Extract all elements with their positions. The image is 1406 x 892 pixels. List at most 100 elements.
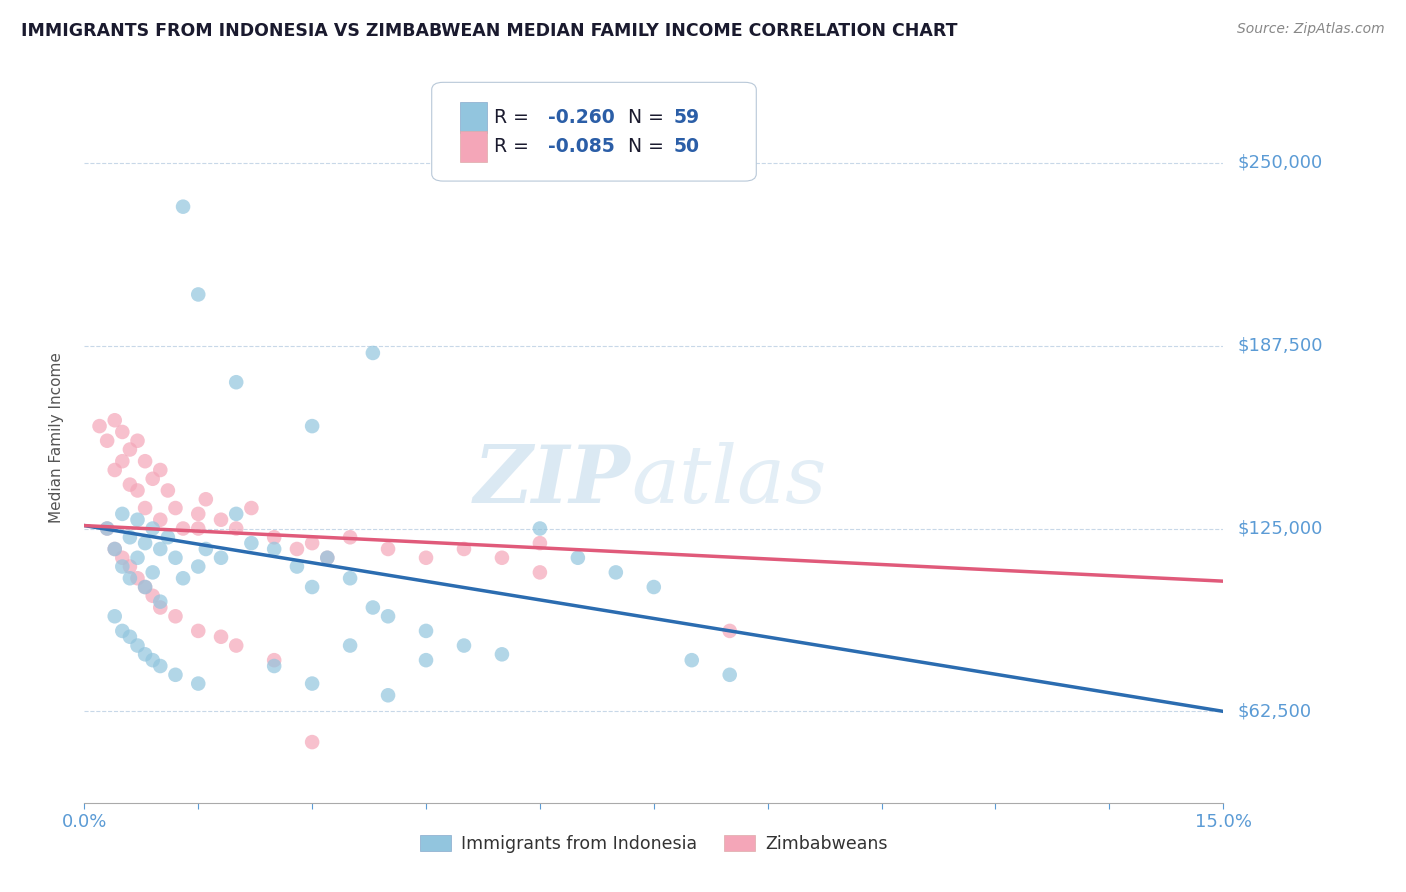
Point: [377, 541, 399, 556]
Point: [89, 419, 111, 434]
Point: [361, 600, 384, 615]
Point: [142, 589, 165, 603]
Point: [339, 639, 361, 653]
Point: [225, 375, 247, 389]
Point: [567, 550, 589, 565]
FancyBboxPatch shape: [460, 102, 486, 133]
Y-axis label: Median Family Income: Median Family Income: [49, 351, 63, 523]
Text: -0.260: -0.260: [548, 108, 614, 127]
Point: [301, 536, 323, 550]
Point: [643, 580, 665, 594]
Point: [111, 550, 134, 565]
Point: [118, 571, 141, 585]
Point: [149, 463, 172, 477]
Text: $125,000: $125,000: [1237, 519, 1323, 538]
Text: 59: 59: [673, 108, 699, 127]
Point: [172, 200, 194, 214]
Text: $187,500: $187,500: [1237, 336, 1323, 355]
Point: [491, 648, 513, 662]
Point: [96, 521, 118, 535]
Point: [377, 688, 399, 702]
Point: [415, 550, 437, 565]
Point: [149, 541, 172, 556]
Point: [339, 530, 361, 544]
Point: [339, 571, 361, 585]
Point: [263, 653, 285, 667]
Point: [240, 536, 263, 550]
Point: [96, 521, 118, 535]
FancyBboxPatch shape: [432, 82, 756, 181]
Point: [134, 648, 156, 662]
Point: [111, 507, 134, 521]
Point: [529, 566, 551, 580]
Point: [194, 541, 217, 556]
Point: [377, 609, 399, 624]
Point: [149, 659, 172, 673]
Point: [104, 541, 127, 556]
Point: [285, 559, 308, 574]
Point: [209, 550, 232, 565]
Point: [605, 566, 627, 580]
Point: [187, 559, 209, 574]
Text: N =: N =: [616, 137, 671, 156]
Point: [165, 501, 187, 516]
Point: [142, 472, 165, 486]
Point: [301, 735, 323, 749]
Point: [134, 580, 156, 594]
Point: [127, 483, 149, 498]
Point: [301, 419, 323, 434]
Point: [172, 521, 194, 535]
Point: [127, 513, 149, 527]
Point: [225, 507, 247, 521]
Point: [681, 653, 703, 667]
Text: -0.085: -0.085: [548, 137, 614, 156]
FancyBboxPatch shape: [460, 131, 486, 162]
Point: [718, 624, 741, 638]
Point: [111, 624, 134, 638]
Point: [104, 413, 127, 427]
Text: $62,500: $62,500: [1237, 702, 1312, 721]
Point: [104, 463, 127, 477]
Point: [285, 541, 308, 556]
Point: [127, 639, 149, 653]
Point: [127, 434, 149, 448]
Point: [316, 550, 339, 565]
Point: [361, 346, 384, 360]
Point: [301, 580, 323, 594]
Point: [529, 536, 551, 550]
Point: [104, 541, 127, 556]
Point: [187, 507, 209, 521]
Point: [149, 600, 172, 615]
Point: [209, 630, 232, 644]
Point: [194, 492, 217, 507]
Text: R =: R =: [495, 108, 536, 127]
Point: [118, 559, 141, 574]
Point: [225, 521, 247, 535]
Point: [263, 530, 285, 544]
Point: [165, 550, 187, 565]
Point: [111, 425, 134, 439]
Point: [316, 550, 339, 565]
Point: [172, 571, 194, 585]
Text: 50: 50: [673, 137, 699, 156]
Text: IMMIGRANTS FROM INDONESIA VS ZIMBABWEAN MEDIAN FAMILY INCOME CORRELATION CHART: IMMIGRANTS FROM INDONESIA VS ZIMBABWEAN …: [21, 22, 957, 40]
Point: [118, 630, 141, 644]
Point: [718, 667, 741, 682]
Point: [111, 454, 134, 468]
Point: [209, 513, 232, 527]
Point: [156, 483, 179, 498]
Text: R =: R =: [495, 137, 536, 156]
Point: [134, 536, 156, 550]
Point: [453, 541, 475, 556]
Point: [240, 501, 263, 516]
Text: $250,000: $250,000: [1237, 153, 1323, 172]
Point: [127, 571, 149, 585]
Point: [134, 454, 156, 468]
Point: [187, 287, 209, 301]
Point: [111, 559, 134, 574]
Point: [491, 550, 513, 565]
Point: [134, 580, 156, 594]
Point: [118, 477, 141, 491]
Point: [187, 624, 209, 638]
Point: [415, 653, 437, 667]
